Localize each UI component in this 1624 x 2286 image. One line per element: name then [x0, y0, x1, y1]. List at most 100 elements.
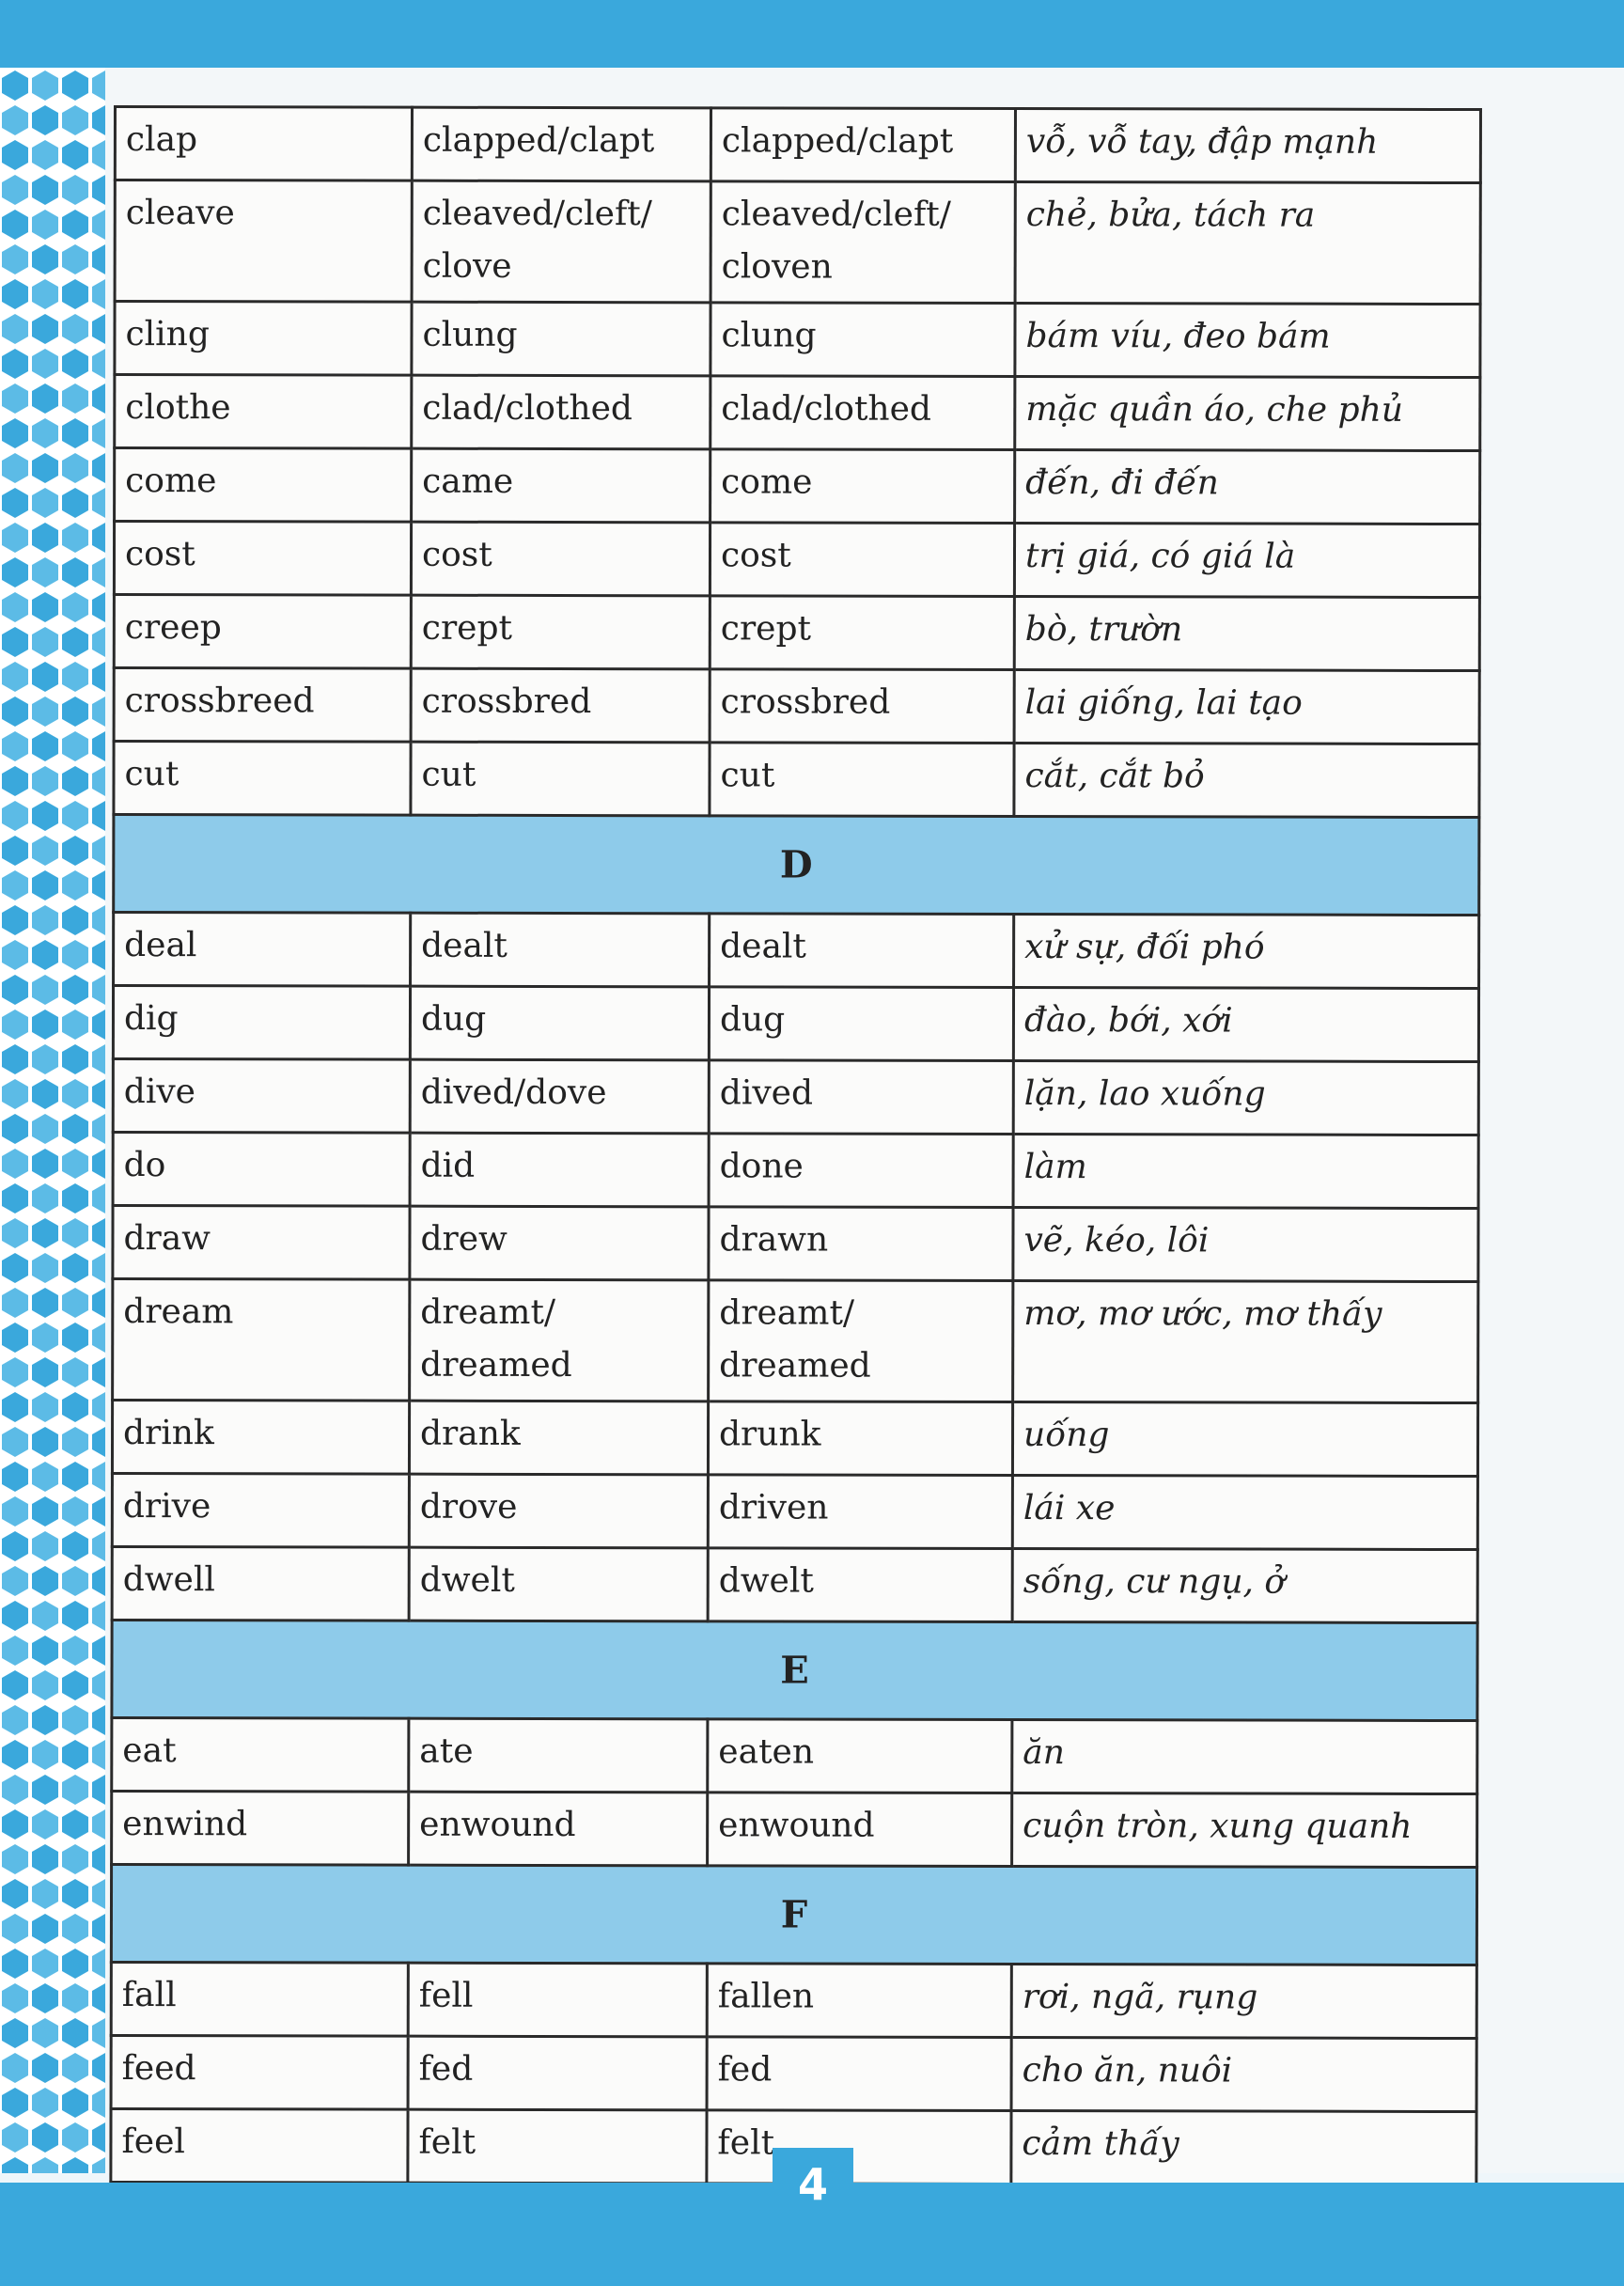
past-simple-cell: clung [411, 302, 711, 376]
table-row: drink drank drunk uống [112, 1400, 1478, 1477]
meaning-cell: trị giá, có giá là [1014, 523, 1480, 598]
meaning-cell: cho ăn, nuôi [1011, 2037, 1477, 2112]
past-participle-cell: enwound [707, 1792, 1012, 1867]
past-simple-cell: fell [408, 1963, 708, 2037]
past-participle-cell: driven [708, 1474, 1013, 1549]
base-form-cell: cost [114, 521, 412, 596]
past-simple-cell: cut [410, 742, 710, 816]
past-participle-cell: drawn [708, 1206, 1014, 1281]
meaning-cell: rơi, ngã, rụng [1011, 1964, 1477, 2039]
irregular-verbs-table: clap clapped/clapt clapped/clapt vỗ, vỗ tay… [109, 105, 1482, 2187]
section-header: F [111, 1864, 1477, 1965]
meaning-cell: bò, trườn [1014, 596, 1480, 671]
past-simple-cell: dwelt [409, 1547, 709, 1621]
table-row: cling clung clung bám víu, đeo bám [114, 301, 1481, 378]
past-participle-cell: dwelt [708, 1547, 1013, 1622]
meaning-cell: cảm thấy [1010, 2110, 1477, 2185]
past-participle-cell: cost [710, 522, 1015, 597]
base-form-cell: enwind [111, 1791, 409, 1866]
past-participle-cell: dug [709, 986, 1014, 1061]
past-simple-cell: did [410, 1133, 710, 1207]
base-form-cell: eat [111, 1717, 409, 1793]
past-simple-cell: clapped/clapt [412, 107, 711, 181]
past-participle-cell: come [710, 448, 1015, 524]
past-simple-cell: crossbred [411, 668, 710, 743]
table-row: cut cut cut cắt, cắt bỏ [113, 741, 1480, 818]
past-participle-cell: done [709, 1133, 1014, 1208]
base-form-cell: come [114, 447, 412, 523]
past-simple-cell: dreamt/dreamed [409, 1279, 709, 1401]
section-letter: D [113, 814, 1479, 916]
base-form-cell: feel [110, 2108, 409, 2184]
base-form-cell: dig [113, 985, 411, 1060]
base-form-cell: drive [112, 1473, 410, 1548]
base-form-cell: cleave [115, 180, 413, 303]
past-participle-cell: fallen [707, 1963, 1012, 2038]
past-participle-cell: clung [710, 302, 1016, 377]
meaning-cell: đào, bới, xới [1013, 987, 1479, 1062]
past-simple-cell: felt [407, 2109, 708, 2184]
meaning-cell: xử sự, đối phó [1013, 914, 1479, 989]
table-row: feed fed fed cho ăn, nuôi [111, 2035, 1477, 2112]
table-row: do did done làm [113, 1132, 1479, 1209]
table-row: fall fell fallen rơi, ngã, rụng [111, 1962, 1477, 2039]
table-row: cost cost cost trị giá, có giá là [114, 521, 1480, 598]
base-form-cell: fall [111, 1962, 409, 2037]
past-simple-cell: clad/clothed [411, 375, 710, 449]
table-row: drive drove driven lái xe [112, 1473, 1478, 1550]
meaning-cell: ăn [1011, 1719, 1477, 1794]
section-letter: F [111, 1864, 1477, 1965]
base-form-cell: deal [113, 912, 411, 987]
table-row: crossbreed crossbred crossbred lai giống, l… [114, 667, 1480, 744]
past-simple-cell: came [411, 448, 710, 523]
past-participle-cell: fed [707, 2036, 1012, 2111]
past-participle-cell: drunk [708, 1401, 1013, 1476]
meaning-cell: lai giống, lai tạo [1014, 669, 1480, 744]
table-row: creep crept crept bò, trườn [114, 594, 1480, 671]
base-form-cell: cling [114, 301, 413, 376]
meaning-cell: uống [1012, 1401, 1478, 1477]
past-simple-cell: dived/dove [410, 1059, 710, 1134]
hexagon-pattern [0, 68, 105, 2173]
table-row: clothe clad/clothed clad/clothed mặc quần á… [114, 374, 1480, 451]
past-simple-cell: drove [409, 1474, 709, 1548]
meaning-cell: lái xe [1012, 1475, 1478, 1550]
meaning-cell: sống, cư ngụ, ở [1012, 1548, 1478, 1623]
past-simple-cell: dug [410, 986, 710, 1060]
top-band [0, 0, 1624, 68]
meaning-cell: làm [1013, 1134, 1479, 1209]
table-row: come came come đến, đi đến [114, 447, 1480, 525]
past-simple-cell: drank [409, 1401, 709, 1475]
table-row: eat ate eaten ăn [111, 1717, 1477, 1794]
table-row: deal dealt dealt xử sự, đối phó [113, 912, 1479, 989]
past-participle-cell: eaten [707, 1718, 1012, 1793]
past-participle-cell: dealt [709, 913, 1014, 988]
past-simple-cell: ate [408, 1718, 708, 1793]
meaning-cell: cắt, cắt bỏ [1013, 743, 1480, 818]
meaning-cell: vẽ, kéo, lôi [1012, 1207, 1479, 1282]
past-participle-cell: dived [709, 1059, 1014, 1135]
section-letter: E [111, 1620, 1478, 1721]
table-row: dive dived/dove dived lặn, lao xuống [113, 1058, 1479, 1135]
meaning-cell: vỗ, vỗ tay, đập mạnh [1015, 108, 1481, 183]
past-participle-cell: crossbred [710, 668, 1015, 744]
past-simple-cell: cost [411, 522, 710, 596]
meaning-cell: mơ, mơ ước, mơ thấy [1012, 1280, 1478, 1403]
past-participle-cell: dreamt/dreamed [708, 1279, 1013, 1402]
table-row: clap clapped/clapt clapped/clapt vỗ, vỗ tay… [115, 106, 1481, 183]
base-form-cell: feed [111, 2035, 409, 2110]
meaning-cell: cuộn tròn, xung quanh [1011, 1793, 1477, 1868]
base-form-cell: crossbreed [114, 667, 412, 743]
base-form-cell: draw [112, 1205, 411, 1280]
meaning-cell: mặc quần áo, che phủ [1014, 376, 1480, 451]
base-form-cell: clothe [114, 374, 412, 449]
base-form-cell: cut [113, 741, 412, 816]
past-participle-cell: felt [706, 2109, 1012, 2184]
base-form-cell: clap [115, 106, 413, 181]
base-form-cell: dream [112, 1278, 410, 1401]
meaning-cell: đến, đi đến [1014, 449, 1480, 525]
page-number: 4 [773, 2148, 853, 2221]
base-form-cell: do [113, 1132, 411, 1207]
table-row: dream dreamt/dreamed dreamt/dreamed mơ, mơ … [112, 1278, 1478, 1403]
table-row: dig dug dug đào, bới, xới [113, 985, 1479, 1062]
